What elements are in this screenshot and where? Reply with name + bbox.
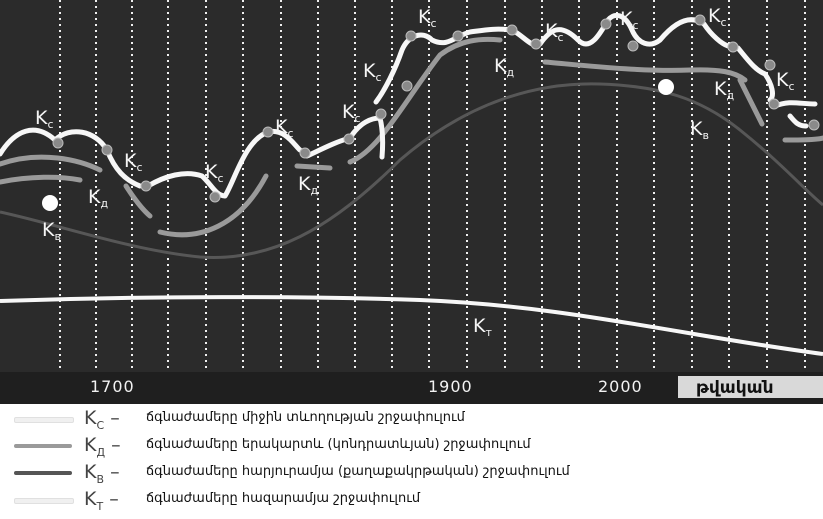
legend-swatch: [14, 417, 74, 423]
legend-swatch: [14, 498, 74, 504]
legend-text: ճգնաժամերը հազարամյա շրջափուլում: [146, 491, 421, 506]
axis-tick-label: 1900: [428, 377, 473, 396]
grid-lines: [59, 0, 806, 372]
legend-symbol: KT –: [84, 488, 119, 513]
crisis-points: [52, 14, 820, 203]
label-kc: Kc: [418, 6, 437, 30]
label-kd: Kд: [298, 173, 318, 197]
legend-swatch: [14, 444, 72, 448]
legend-item: KB – ճգնաժամերը հարյուրամյա (քաղաքակրթակ…: [0, 460, 823, 486]
legend-text: ճգնաժամերը միջին տևողության շրջափուլում: [146, 410, 465, 425]
legend: KC – ճգնաժամերը միջին տևողության շրջափու…: [0, 404, 823, 515]
legend-swatch: [14, 471, 72, 475]
label-kc: Kc: [124, 150, 143, 174]
century-crisis-marker: [658, 79, 674, 95]
label-kt: Kт: [473, 315, 492, 339]
millennium-wave: [0, 295, 823, 356]
label-kc: Kc: [363, 60, 382, 84]
legend-symbol: KC –: [84, 407, 120, 432]
axis-unit-label: թվական: [696, 378, 774, 398]
label-kc: Kc: [776, 69, 795, 93]
legend-item: KД – ճգնաժամերը երակարտև (կոնդրատևյան) շ…: [0, 433, 823, 459]
label-kc: Kc: [342, 101, 361, 125]
legend-symbol: KД –: [84, 434, 121, 459]
short-waves: [0, 12, 818, 199]
k-labels: Kc Kc Kc Kc Kc Kc Kc Kc Kc Kc Kc Kд Kд K…: [35, 5, 795, 339]
legend-item: KC – ճգնաժամերը միջին տևողության շրջափու…: [0, 406, 823, 432]
label-kc: Kc: [620, 8, 639, 32]
century-crisis-marker: [42, 195, 58, 211]
legend-text: ճգնաժամերը երակարտև (կոնդրատևյան) շրջափո…: [146, 437, 531, 452]
label-kc: Kc: [545, 20, 564, 44]
axis-tick-label: 1700: [90, 377, 135, 396]
axis-tick-label: 2000: [598, 377, 643, 396]
label-kb: Kв: [690, 118, 709, 142]
axis-unit-box: [678, 376, 823, 398]
label-kd: Kд: [88, 186, 108, 210]
label-kc: Kc: [708, 5, 727, 29]
legend-symbol: KB –: [84, 461, 120, 486]
label-kb: Kв: [42, 219, 61, 243]
legend-text: ճգնաժամերը հարյուրամյա (քաղաքակրթական) շ…: [146, 464, 570, 479]
legend-item: KT – ճգնաժամերը հազարամյա շրջափուլում: [0, 487, 823, 513]
century-wave: [0, 82, 823, 260]
plot-background: [0, 0, 823, 372]
label-kd: Kд: [494, 55, 514, 79]
label-kc: Kc: [205, 161, 224, 185]
label-kd: Kд: [714, 78, 734, 102]
cycles-diagram: Kc Kc Kc Kc Kc Kc Kc Kc Kc Kc Kc Kд Kд K…: [0, 0, 823, 404]
long-waves: [0, 36, 823, 238]
label-kc: Kc: [275, 116, 294, 140]
label-kc: Kc: [35, 107, 54, 131]
